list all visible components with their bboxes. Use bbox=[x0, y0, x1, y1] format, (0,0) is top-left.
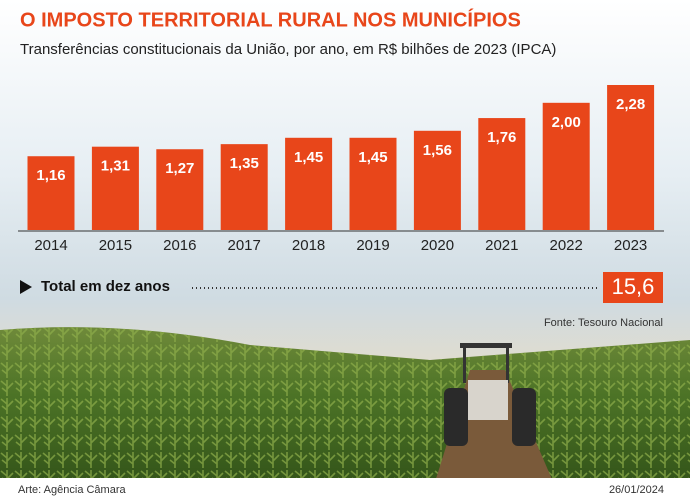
bars: 1,16 2014 1,31 2015 1,27 2016 1,35 2017 1,45 2018… bbox=[27, 85, 655, 254]
date: 26/01/2024 bbox=[609, 484, 664, 496]
bar bbox=[542, 102, 590, 230]
bar bbox=[156, 149, 204, 230]
bar bbox=[413, 130, 461, 230]
total-value: 15,6 bbox=[612, 274, 655, 299]
x-tick-label: 2023 bbox=[614, 237, 647, 254]
bar bbox=[220, 144, 268, 230]
bar bbox=[607, 85, 655, 230]
x-tick-label: 2018 bbox=[292, 237, 325, 254]
total-box bbox=[603, 272, 663, 303]
x-tick-label: 2022 bbox=[550, 237, 583, 254]
bar-value-label: 1,45 bbox=[294, 149, 323, 166]
total-label: Total em dez anos bbox=[41, 278, 170, 295]
total-arrow bbox=[20, 280, 32, 294]
bar-value-label: 2,28 bbox=[616, 96, 645, 113]
title: O IMPOSTO TERRITORIAL RURAL NOS MUNICÍPI… bbox=[20, 8, 521, 31]
bar-value-label: 1,31 bbox=[101, 158, 130, 175]
subtitle: Transferências constitucionais da União,… bbox=[20, 41, 556, 58]
tractor bbox=[444, 343, 536, 446]
bar bbox=[349, 137, 397, 230]
bar-value-label: 2,00 bbox=[552, 114, 581, 131]
bar-value-label: 1,45 bbox=[358, 149, 387, 166]
x-tick-label: 2021 bbox=[485, 237, 518, 254]
x-tick-label: 2017 bbox=[228, 237, 261, 254]
footer-band bbox=[0, 478, 690, 498]
bar-value-label: 1,76 bbox=[487, 129, 516, 146]
x-tick-label: 2015 bbox=[99, 237, 132, 254]
source: Fonte: Tesouro Nacional bbox=[544, 317, 663, 329]
x-tick-label: 2016 bbox=[163, 237, 196, 254]
bar bbox=[27, 156, 75, 230]
x-tick-label: 2020 bbox=[421, 237, 454, 254]
bar bbox=[285, 137, 333, 230]
bar-value-label: 1,35 bbox=[230, 155, 259, 172]
bar-value-label: 1,27 bbox=[165, 160, 194, 177]
bar bbox=[478, 118, 526, 230]
credit: Arte: Agência Câmara bbox=[18, 484, 126, 496]
x-tick-label: 2019 bbox=[356, 237, 389, 254]
bar-value-label: 1,56 bbox=[423, 142, 452, 159]
bar-value-label: 1,16 bbox=[36, 167, 65, 184]
x-tick-label: 2014 bbox=[34, 237, 67, 254]
bar bbox=[91, 146, 139, 230]
